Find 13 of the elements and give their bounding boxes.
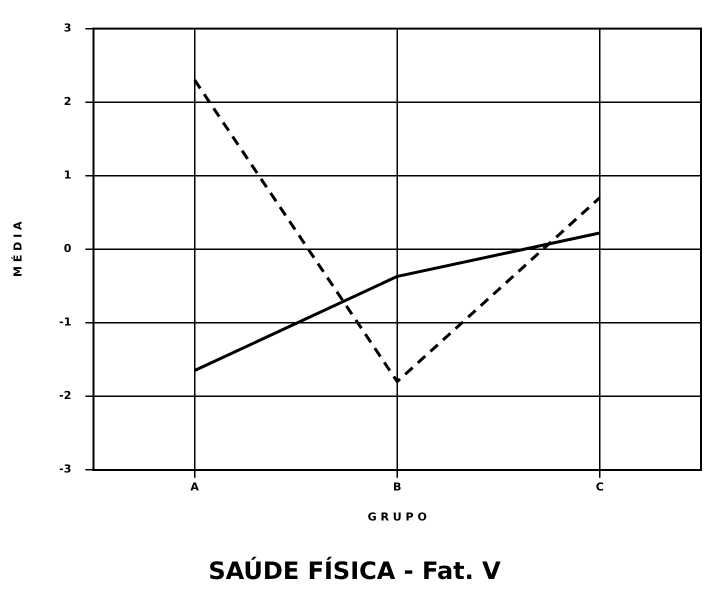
x-axis-title: G R U P O bbox=[368, 510, 427, 524]
y-tick-label: 3 bbox=[64, 21, 72, 34]
y-axis-title: M É D I A bbox=[10, 220, 24, 277]
text: SAÚDE FÍSICA - Fat. V bbox=[208, 556, 502, 585]
y-tick-label: 0 bbox=[64, 242, 72, 256]
x-tick-label: C bbox=[596, 480, 604, 494]
x-tick-label: B bbox=[393, 480, 402, 494]
y-tick-label: -3 bbox=[59, 462, 72, 476]
y-tick-label: -2 bbox=[59, 389, 72, 402]
y-tick-label: 1 bbox=[64, 168, 72, 182]
x-tick-label: A bbox=[190, 480, 200, 494]
y-tick-label: 2 bbox=[64, 94, 72, 108]
y-tick-label: -1 bbox=[59, 316, 72, 329]
